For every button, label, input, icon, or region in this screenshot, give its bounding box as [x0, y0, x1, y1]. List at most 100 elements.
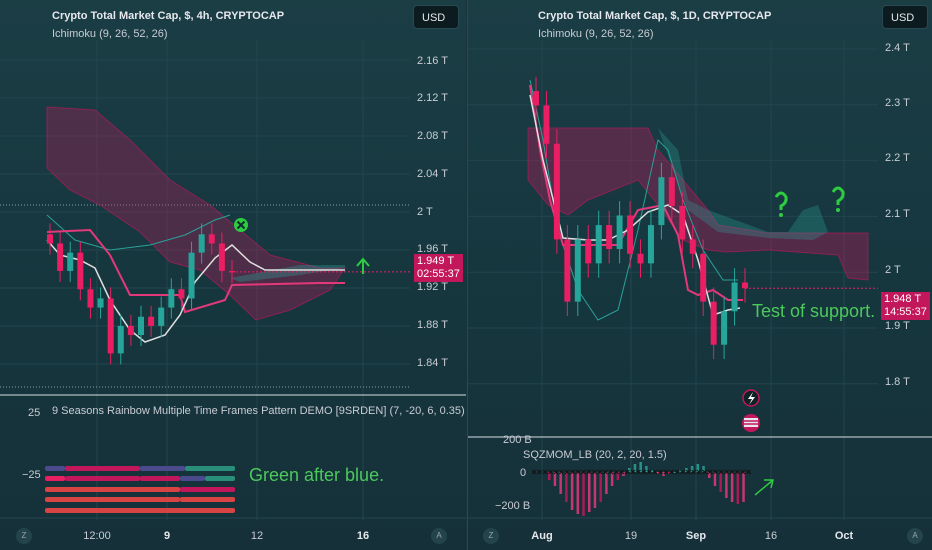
up-right-arrow-icon: [754, 479, 774, 496]
momentum-bar: [696, 464, 700, 472]
right-ytick: 2.4 T: [885, 42, 910, 54]
right-candle-body: [668, 177, 675, 206]
squeeze-dot: [570, 469, 575, 475]
left-chart-panel[interactable]: Crypto Total Market Cap, $, 4h, CRYPTOCA…: [0, 0, 466, 550]
momentum-bar: [673, 472, 677, 473]
left-price-tag: 1.949 T 02:55:37: [414, 254, 463, 282]
rainbow-bar: [45, 466, 65, 471]
squeeze-dot: [641, 469, 647, 475]
left-xtick: 12:00: [83, 530, 111, 542]
left-ytick: 2 T: [417, 206, 433, 218]
rainbow-bar: [45, 487, 180, 492]
rainbow-bar: [140, 476, 180, 481]
right-candle-body: [647, 225, 654, 264]
left-price-timer: 02:55:37: [417, 268, 460, 280]
left-candle-body: [107, 298, 114, 354]
momentum-bar: [708, 472, 711, 478]
left-tenkan-line: [46, 239, 345, 343]
squeeze-dot: [713, 469, 718, 475]
left-candle-body: [158, 307, 165, 326]
left-kijun-line: [46, 228, 345, 314]
right-chart-canvas[interactable]: [468, 0, 932, 550]
squeeze-dot: [553, 469, 559, 475]
left-chart-title: Crypto Total Market Cap, $, 4h, CRYPTOCA…: [52, 10, 285, 22]
momentum-bar: [736, 472, 740, 504]
up-arrow-icon: [356, 257, 370, 274]
squeeze-dot: [746, 469, 751, 475]
left-annotation: Green after blue.: [249, 465, 385, 485]
left-ytick: 1.84 T: [417, 357, 448, 369]
right-ytick: 1.8 T: [885, 376, 910, 388]
right-candle-body: [700, 253, 707, 302]
squeeze-dot: [636, 469, 641, 475]
x-circle-icon: [236, 220, 246, 230]
left-candle-body: [178, 289, 185, 299]
squeeze-dot: [685, 469, 691, 475]
right-xtick: Oct: [834, 530, 854, 542]
left-candle-body: [168, 289, 175, 308]
question-mark-icon: [779, 213, 783, 217]
momentum-bar: [679, 470, 682, 472]
right-indicator-label: Ichimoku (9, 26, 52, 26): [538, 28, 654, 40]
left-sub-indicator-label: 9 Seasons Rainbow Multiple Time Frames P…: [52, 405, 465, 417]
left-candle-body: [218, 243, 225, 271]
right-xtick: Sep: [685, 530, 707, 542]
left-sub-ytick: 25: [28, 407, 41, 419]
lightning-event-icon: [748, 392, 755, 405]
left-candle-body: [198, 234, 205, 253]
momentum-bar: [639, 462, 642, 472]
squeeze-dot: [674, 469, 680, 475]
right-sub-ytick: 0: [520, 467, 527, 479]
right-price-value: 1.948 T: [884, 293, 922, 305]
right-z-corner-button[interactable]: Z: [483, 528, 499, 544]
momentum-bar: [570, 472, 574, 510]
right-xtick: 19: [624, 530, 638, 542]
left-chart-canvas[interactable]: [0, 0, 466, 550]
right-ytick: 2.2 T: [885, 152, 910, 164]
left-a-corner-button[interactable]: A: [431, 528, 447, 544]
squeeze-dot: [630, 469, 636, 475]
right-price-timer: 14:55:37: [884, 306, 927, 318]
squeeze-dot: [586, 469, 592, 475]
right-currency-button[interactable]: USD: [882, 5, 928, 29]
right-a-corner-button[interactable]: A: [907, 528, 923, 544]
left-xtick: 12: [250, 530, 264, 542]
right-candle-body: [637, 253, 644, 264]
right-candle-body: [564, 239, 571, 302]
squeeze-dot: [608, 469, 614, 475]
right-candle-body: [658, 177, 665, 226]
rainbow-bar: [180, 476, 205, 481]
right-chart-panel[interactable]: Crypto Total Market Cap, $, 1D, CRYPTOCA…: [467, 0, 932, 550]
right-annotation: Test of support.: [752, 301, 876, 321]
squeeze-dot: [575, 469, 581, 475]
right-candle-body: [553, 143, 560, 240]
left-price-value: 1.949 T: [417, 255, 455, 267]
momentum-bar: [742, 472, 745, 502]
left-ytick: 2.16 T: [417, 55, 448, 67]
right-ytick: 2.3 T: [885, 97, 910, 109]
question-mark-icon: [774, 191, 788, 210]
question-mark-icon: [836, 208, 840, 212]
right-ytick: 1.9 T: [885, 320, 910, 332]
left-candle-body: [57, 243, 64, 271]
left-currency-button[interactable]: USD: [413, 5, 459, 29]
right-price-tag: 1.948 T 14:55:37: [881, 292, 930, 320]
squeeze-dot: [537, 469, 542, 475]
momentum-bar: [650, 470, 654, 472]
squeeze-dot: [647, 469, 652, 475]
left-ytick: 1.92 T: [417, 281, 448, 293]
squeeze-dot: [663, 469, 669, 475]
right-candle-body: [543, 105, 550, 144]
squeeze-dot: [581, 469, 586, 475]
right-candle-body: [731, 282, 738, 312]
left-z-corner-button[interactable]: Z: [16, 528, 32, 544]
squeeze-dot: [707, 469, 713, 475]
left-candle-body: [117, 325, 124, 354]
rainbow-bar: [45, 497, 180, 502]
momentum-bar: [690, 466, 694, 472]
left-candle-body: [208, 234, 215, 244]
momentum-bar: [725, 472, 728, 498]
right-candle-body: [585, 239, 592, 264]
squeeze-dot: [718, 469, 724, 475]
momentum-bar: [713, 472, 717, 486]
